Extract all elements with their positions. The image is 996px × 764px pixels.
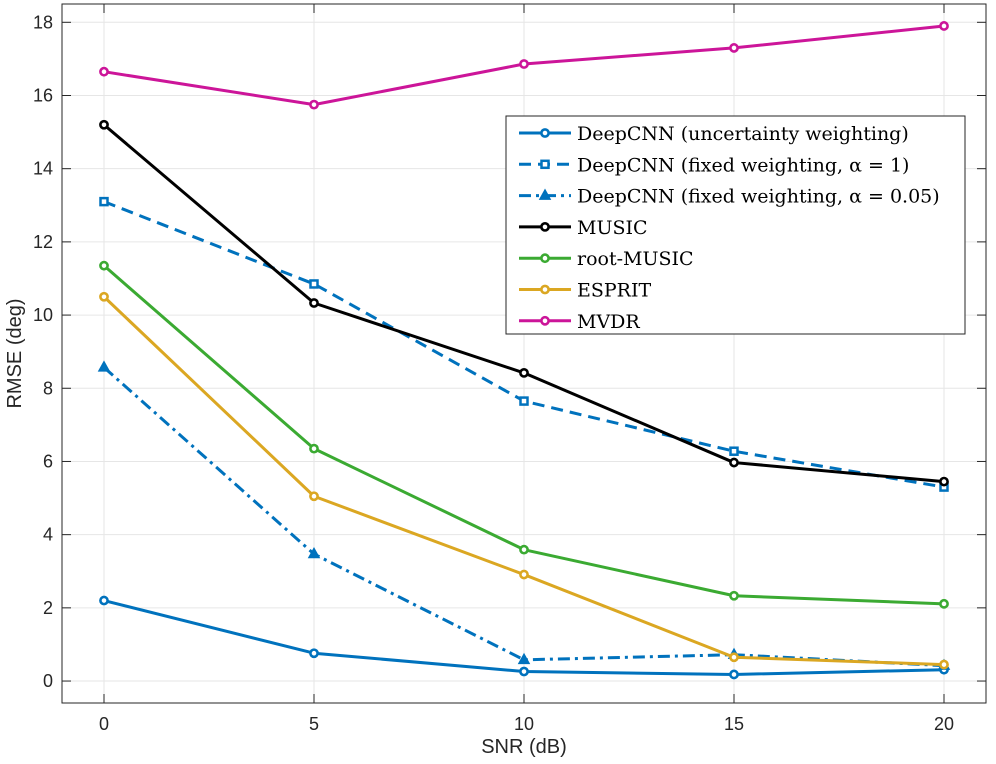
- data-point: [99, 119, 109, 130]
- legend-label: ESPRIT: [577, 280, 651, 302]
- y-tick-label: 8: [43, 378, 53, 398]
- data-point: [99, 196, 109, 207]
- y-tick-label: 4: [43, 525, 53, 545]
- data-point: [517, 652, 531, 665]
- legend-entry: DeepCNN (fixed weighting, α = 1): [519, 154, 909, 176]
- legend-entry: MUSIC: [519, 217, 648, 239]
- legend-marker: [540, 284, 550, 295]
- legend-entry: root-MUSIC: [519, 248, 694, 270]
- y-tick-label: 2: [43, 598, 53, 618]
- data-point: [519, 367, 529, 378]
- data-point: [99, 66, 109, 77]
- data-point: [99, 595, 109, 606]
- data-point: [519, 569, 529, 580]
- legend-marker: [540, 221, 550, 232]
- ticks: 0 5 10 15 20 0 2 4 6 8 10 12 14 16 18: [33, 4, 986, 734]
- legend-label: DeepCNN (fixed weighting, α = 0.05): [577, 186, 940, 208]
- x-tick-label: 15: [724, 714, 744, 734]
- legend-label: MUSIC: [577, 217, 648, 239]
- series-deepcnn-fixed-weighting-1-: [99, 196, 949, 492]
- legend-marker: [540, 315, 550, 326]
- data-point: [309, 279, 319, 289]
- data-point: [939, 598, 949, 609]
- legend-entry: ESPRIT: [519, 280, 651, 302]
- y-tick-label: 10: [33, 305, 53, 325]
- data-point: [939, 476, 949, 487]
- data-point: [307, 547, 321, 559]
- data-point: [729, 652, 739, 663]
- data-point: [519, 666, 529, 677]
- series-root-music: [99, 260, 949, 609]
- series-layer: [97, 21, 951, 680]
- x-tick-label: 5: [309, 714, 319, 734]
- y-tick-label: 16: [33, 85, 53, 105]
- data-point: [939, 21, 949, 31]
- data-point: [97, 360, 111, 372]
- x-axis-label: SNR (dB): [481, 736, 567, 758]
- legend-marker: [538, 188, 552, 200]
- y-axis-label: RMSE (deg): [4, 298, 26, 408]
- legend-entry: DeepCNN (fixed weighting, α = 0.05): [519, 186, 940, 208]
- y-tick-label: 0: [43, 671, 53, 691]
- data-point: [729, 590, 739, 601]
- legend-label: MVDR: [577, 311, 640, 333]
- data-point: [309, 443, 319, 454]
- data-point: [309, 99, 319, 110]
- y-tick-label: 12: [33, 232, 53, 252]
- series-music: [99, 119, 949, 487]
- y-tick-label: 14: [33, 159, 53, 179]
- series-mvdr: [99, 21, 949, 110]
- data-point: [729, 457, 739, 468]
- legend-label: DeepCNN (uncertainty weighting): [577, 123, 909, 145]
- data-point: [729, 446, 739, 456]
- legend-entry: MVDR: [519, 311, 640, 333]
- data-point: [309, 648, 319, 659]
- legend-label: root-MUSIC: [577, 248, 694, 270]
- legend-label: DeepCNN (fixed weighting, α = 1): [577, 154, 909, 176]
- series-esprit: [99, 291, 949, 670]
- x-tick-label: 0: [99, 714, 109, 734]
- legend-entry: DeepCNN (uncertainty weighting): [519, 123, 909, 145]
- legend-marker: [540, 128, 550, 138]
- data-point: [309, 491, 319, 502]
- legend-marker: [540, 253, 550, 264]
- data-point: [729, 43, 739, 53]
- legend-box: [505, 115, 966, 335]
- legend-marker: [540, 159, 550, 170]
- legend: DeepCNN (uncertainty weighting) DeepCNN (…: [505, 115, 966, 335]
- data-point: [99, 291, 109, 302]
- data-point: [729, 669, 739, 680]
- data-point: [519, 59, 529, 69]
- data-point: [309, 298, 319, 308]
- data-point: [99, 260, 109, 271]
- data-point: [519, 396, 529, 406]
- x-tick-label: 10: [514, 714, 534, 734]
- data-point: [939, 659, 949, 670]
- x-tick-label: 20: [934, 714, 954, 734]
- data-point: [519, 544, 529, 555]
- y-tick-label: 18: [33, 12, 53, 32]
- y-tick-label: 6: [43, 451, 53, 471]
